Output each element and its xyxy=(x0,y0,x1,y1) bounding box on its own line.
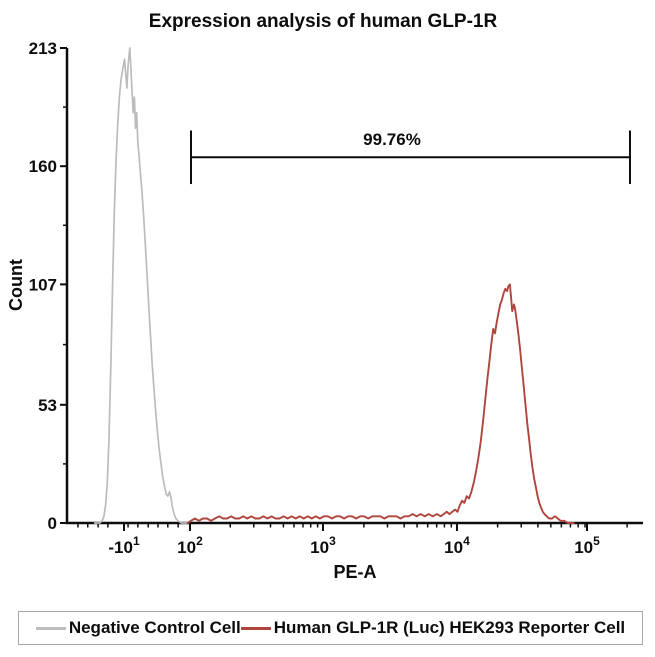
curve-reporter-cell xyxy=(187,283,575,524)
gate-percentage-label: 99.76% xyxy=(363,130,421,149)
axes: 0 53 107 160 213 -101 102 103 104 105 xyxy=(29,39,643,557)
legend-item: Negative Control Cell xyxy=(35,618,241,638)
y-axis-label: Count xyxy=(6,259,26,311)
y-tick-label: 107 xyxy=(29,275,57,294)
x-tick-label: 102 xyxy=(177,534,203,557)
y-tick-label: 160 xyxy=(29,157,57,176)
legend-label: Human GLP-1R (Luc) HEK293 Reporter Cell xyxy=(273,618,626,637)
y-tick-label: 0 xyxy=(48,514,57,533)
curve-negative-control xyxy=(93,47,188,524)
legend: Negative Control Cell Human GLP-1R (Luc) … xyxy=(18,611,643,645)
histogram-curves xyxy=(93,47,575,524)
y-tick-label: 213 xyxy=(29,39,57,58)
legend-item: Human GLP-1R (Luc) HEK293 Reporter Cell xyxy=(240,618,626,638)
chart-title: Expression analysis of human GLP-1R xyxy=(149,11,498,32)
y-tick-label: 53 xyxy=(38,396,57,415)
x-tick-label: 105 xyxy=(574,534,600,557)
x-tick-label: 104 xyxy=(444,534,470,557)
gate-marker xyxy=(190,130,631,185)
x-tick-label: -101 xyxy=(108,534,140,557)
legend-line-swatch xyxy=(240,626,271,630)
x-axis-label: PE-A xyxy=(333,562,376,582)
legend-items: Negative Control Cell Human GLP-1R (Luc) … xyxy=(35,618,626,638)
x-tick-label: 103 xyxy=(310,534,336,557)
legend-label: Negative Control Cell xyxy=(68,618,241,637)
legend-line-swatch xyxy=(35,626,66,630)
